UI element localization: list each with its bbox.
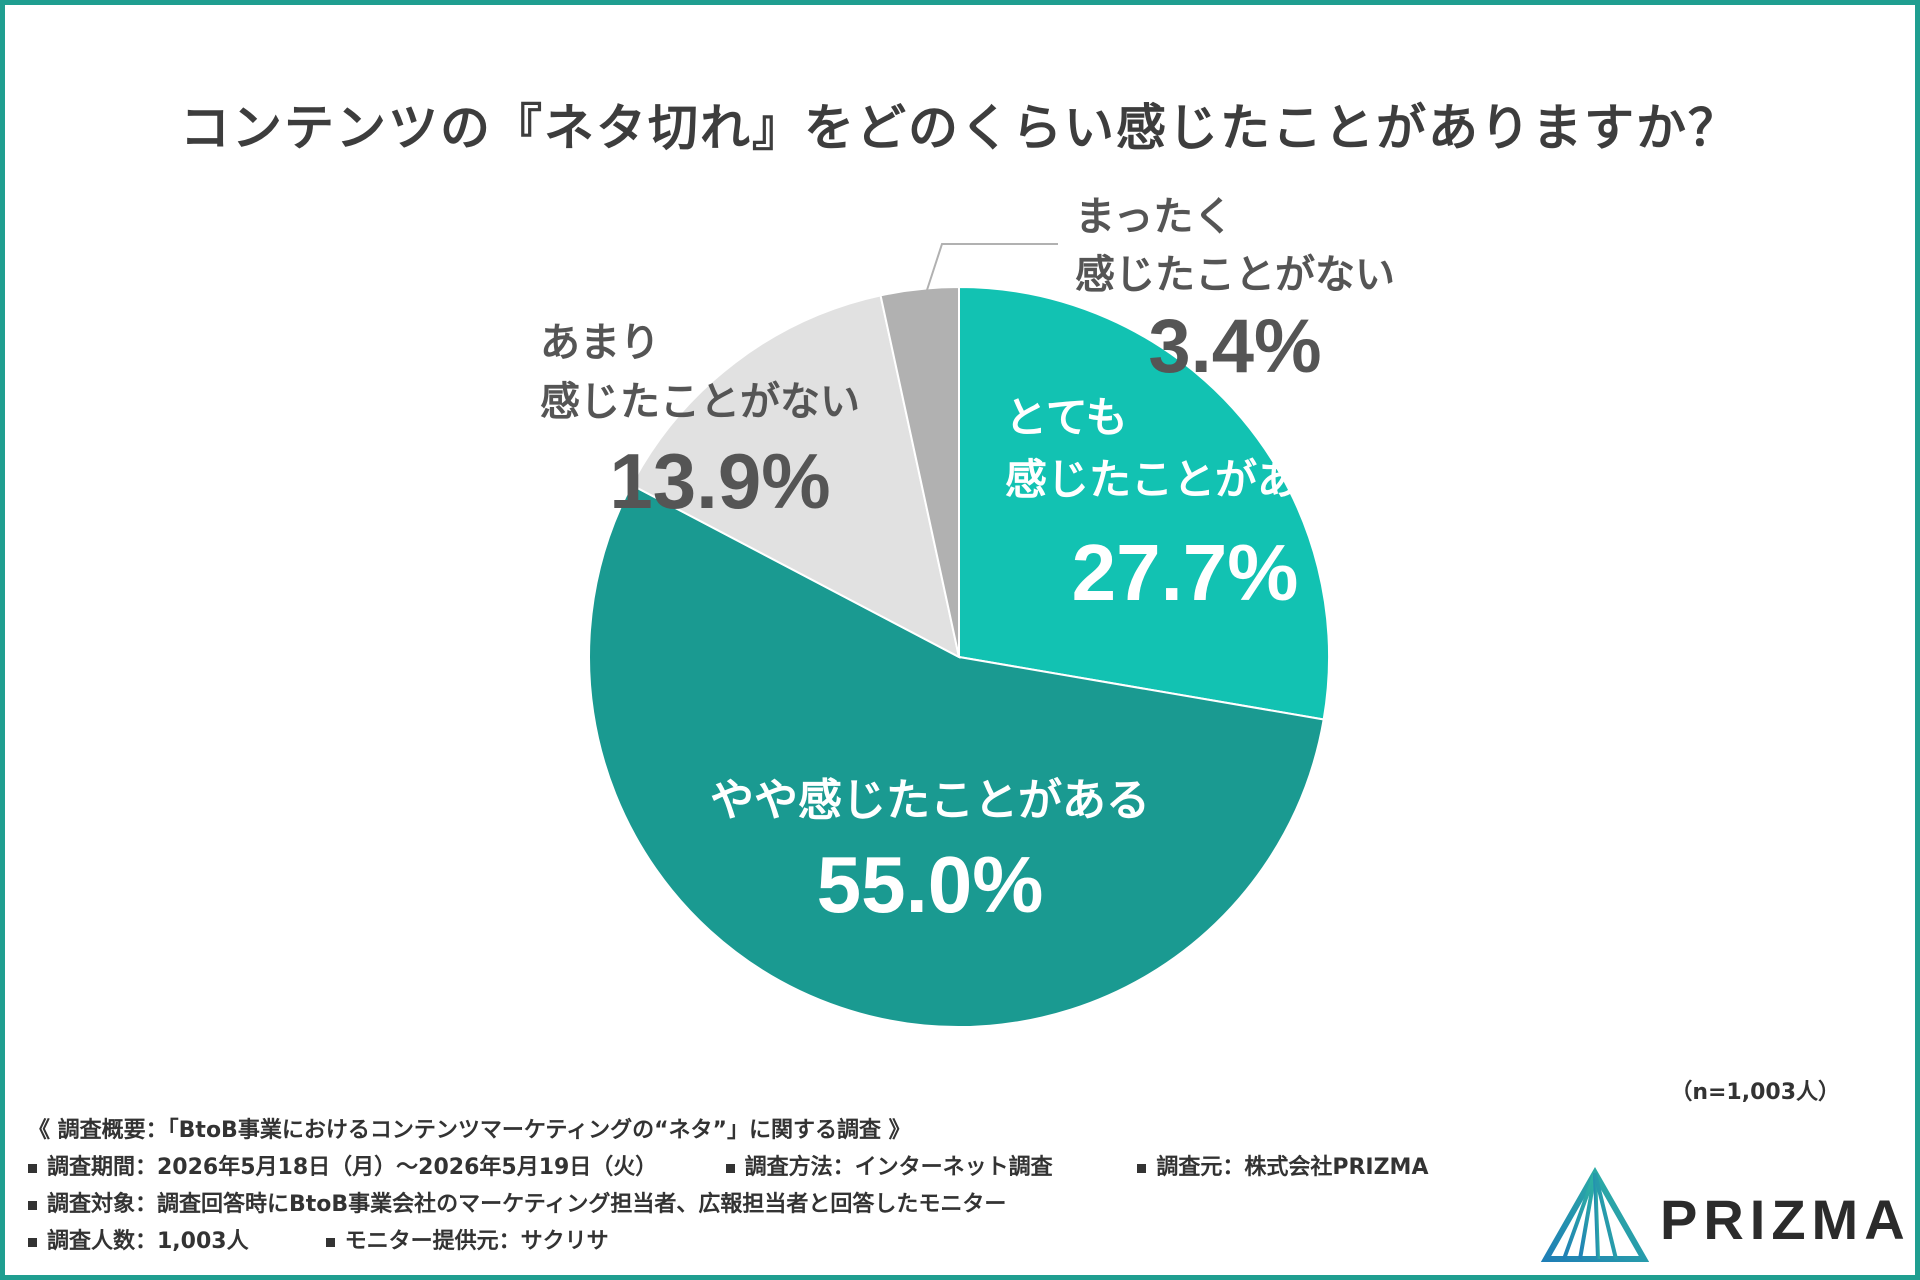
pie-slice: [630, 294, 961, 659]
pie-slices: [588, 285, 1331, 1028]
slice-label: やや感じたことがある: [710, 775, 1150, 826]
sample-size-note: （n=1,003人）: [1670, 1080, 1840, 1105]
bullet-icon: [1137, 1163, 1147, 1173]
logo-text: PRIZMA: [1660, 1188, 1911, 1251]
survey-method: 調査方法：インターネット調査: [744, 1155, 1053, 1180]
bullet-icon: [28, 1163, 37, 1173]
slice-label: とても: [1005, 393, 1128, 442]
slice-label: 感じたことがない: [540, 379, 860, 425]
pie-slice: [958, 285, 1331, 721]
slice-label: 感じたことがある: [1005, 455, 1341, 504]
bullet-icon: [725, 1163, 735, 1173]
leader-line: [926, 243, 1058, 291]
slice-percent: 55.0%: [817, 840, 1044, 929]
slice-percent: 27.7%: [1072, 528, 1299, 617]
slice-label: 感じたことがない: [1075, 252, 1395, 298]
slice-labels: とても感じたことがある27.7%やや感じたことがある55.0%あまり感じたことが…: [540, 194, 1395, 929]
prizma-logo: PRIZMA: [1540, 1165, 1905, 1265]
survey-summary: 《 調査概要：「BtoB事業におけるコンテンツマーケティングの“ネタ”」に関する…: [28, 1112, 1428, 1260]
slice-percent: 13.9%: [609, 437, 830, 525]
survey-target: 調査対象：調査回答時にBtoB事業会社のマーケティング担当者、広報担当者と回答し…: [47, 1192, 1007, 1217]
survey-heading: 《 調査概要：「BtoB事業におけるコンテンツマーケティングの“ネタ”」に関する…: [28, 1118, 911, 1143]
bullet-icon: [28, 1200, 37, 1210]
prism-triangle-icon: [1540, 1166, 1650, 1262]
chart-title: コンテンツの『ネタ切れ』をどのくらい感じたことがありますか？: [180, 99, 1740, 157]
pie-slice: [588, 483, 1325, 1028]
slice-label: あまり: [540, 320, 660, 366]
slice-label: まったく: [1075, 194, 1233, 240]
bullet-icon: [28, 1237, 37, 1247]
bullet-icon: [325, 1237, 335, 1247]
survey-source: 調査元：株式会社PRIZMA: [1156, 1155, 1429, 1180]
survey-provider: モニター提供元：サクリサ: [344, 1229, 609, 1254]
leader-lines: [926, 243, 1058, 291]
slice-percent: 3.4%: [1148, 304, 1321, 389]
pie-slice: [879, 285, 960, 658]
survey-period: 調査期間：2026年5月18日（月）～2026年5月19日（火）: [47, 1155, 658, 1180]
survey-count: 調査人数：1,003人: [47, 1229, 249, 1254]
